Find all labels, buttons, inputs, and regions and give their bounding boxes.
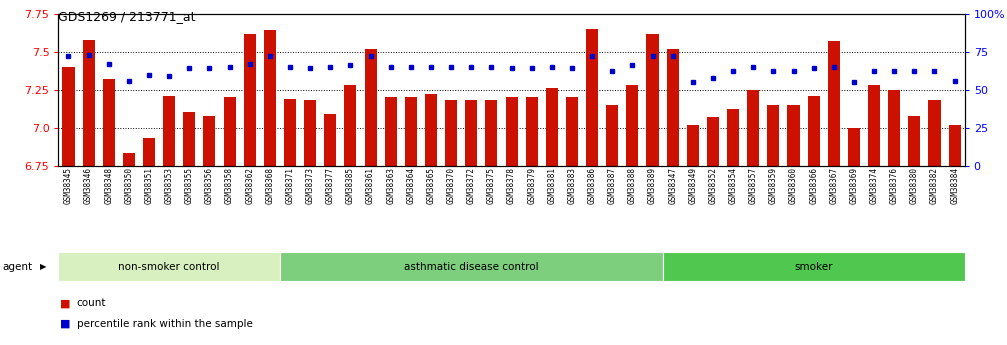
Bar	[888, 90, 900, 166]
Bar	[767, 105, 779, 166]
Bar	[566, 97, 578, 166]
Bar	[264, 30, 276, 166]
Text: non-smoker control: non-smoker control	[119, 262, 220, 272]
Bar	[663, 252, 965, 281]
Bar	[848, 128, 860, 166]
Bar	[626, 85, 638, 166]
Bar	[727, 109, 739, 166]
Bar	[928, 100, 941, 166]
Bar	[103, 79, 115, 166]
Text: ■: ■	[60, 298, 70, 308]
Bar	[284, 99, 296, 166]
Bar	[465, 100, 477, 166]
Bar	[143, 138, 155, 166]
Bar	[385, 97, 397, 166]
Bar	[58, 252, 280, 281]
Bar	[646, 33, 659, 166]
Bar	[808, 96, 820, 166]
Bar	[747, 90, 759, 166]
Bar	[868, 85, 880, 166]
Bar	[828, 41, 840, 166]
Bar	[183, 112, 195, 166]
Bar	[344, 85, 356, 166]
Bar	[405, 97, 417, 166]
Bar	[425, 94, 437, 166]
Bar	[83, 40, 95, 166]
Bar	[445, 100, 457, 166]
Bar	[324, 114, 336, 166]
Bar	[123, 154, 135, 166]
Text: percentile rank within the sample: percentile rank within the sample	[77, 319, 253, 329]
Bar	[365, 49, 377, 166]
Text: ■: ■	[60, 319, 70, 329]
Bar	[526, 97, 538, 166]
Bar	[787, 105, 800, 166]
Bar	[163, 96, 175, 166]
Bar	[304, 100, 316, 166]
Bar	[506, 97, 518, 166]
Bar	[280, 252, 663, 281]
Text: smoker: smoker	[795, 262, 833, 272]
Bar	[224, 97, 236, 166]
Bar	[687, 125, 699, 166]
Bar	[707, 117, 719, 166]
Bar	[949, 125, 961, 166]
Bar	[485, 100, 497, 166]
Text: GDS1269 / 213771_at: GDS1269 / 213771_at	[58, 10, 196, 23]
Text: agent: agent	[2, 262, 32, 272]
Bar	[908, 116, 920, 166]
Bar	[667, 49, 679, 166]
Bar	[546, 88, 558, 166]
Text: asthmatic disease control: asthmatic disease control	[404, 262, 539, 272]
Text: count: count	[77, 298, 106, 308]
Bar	[586, 29, 598, 166]
Bar	[244, 33, 256, 166]
Bar	[203, 116, 215, 166]
Bar	[62, 67, 75, 166]
Text: ▶: ▶	[40, 262, 46, 271]
Bar	[606, 105, 618, 166]
